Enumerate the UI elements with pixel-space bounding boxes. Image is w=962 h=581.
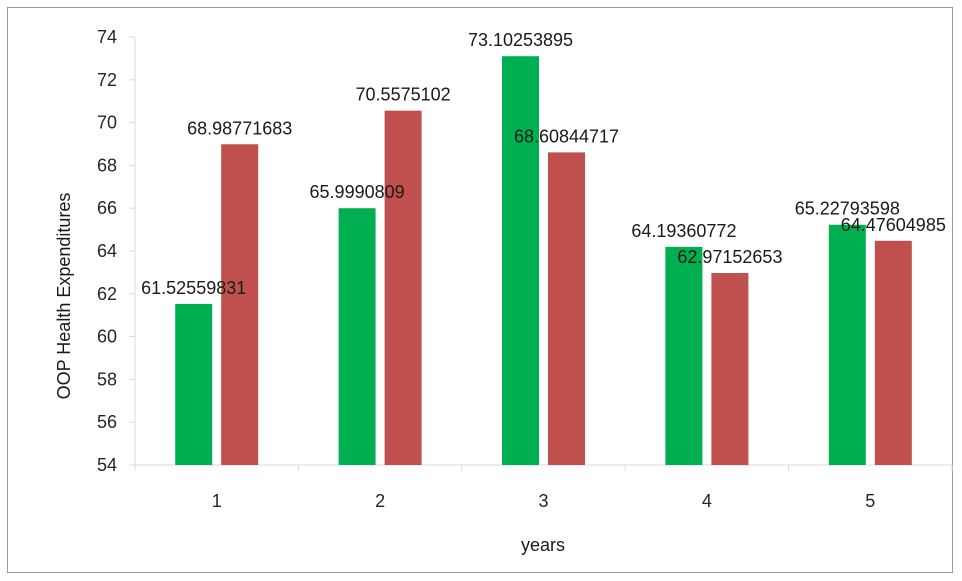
data-label: 61.52559831 — [141, 278, 246, 298]
y-tick-label: 56 — [97, 412, 117, 432]
data-label: 65.9990809 — [310, 182, 405, 202]
x-tick-label: 3 — [538, 491, 548, 511]
bar — [502, 56, 539, 466]
bars — [175, 56, 912, 466]
x-axis-title: years — [521, 535, 565, 555]
chart-frame — [7, 7, 953, 573]
y-tick-label: 66 — [97, 198, 117, 218]
x-tick-label: 5 — [865, 491, 875, 511]
bar — [338, 208, 376, 465]
bar — [665, 246, 703, 465]
bar — [548, 152, 585, 466]
y-axis: 54 56 58 60 62 64 66 68 70 72 74 — [97, 27, 136, 475]
y-tick-label: 70 — [97, 113, 117, 133]
x-tick-label: 2 — [375, 491, 385, 511]
y-axis-title: OOP Health Expenditures — [54, 193, 74, 400]
y-tick-label: 74 — [97, 27, 117, 47]
y-tick-label: 54 — [97, 455, 117, 475]
data-label: 64.19360772 — [631, 221, 736, 241]
data-labels: 61.52559831 68.98771683 65.9990809 70.55751… — [141, 30, 946, 298]
x-tick-label: 1 — [212, 491, 222, 511]
data-label: 68.98771683 — [187, 118, 292, 138]
data-label: 70.5575102 — [356, 85, 451, 105]
y-tick-label: 60 — [97, 327, 117, 347]
bar — [874, 240, 912, 465]
data-label: 73.10253895 — [468, 30, 573, 50]
y-tick-label: 62 — [97, 284, 117, 304]
data-label: 62.97152653 — [677, 247, 782, 267]
y-tick-label: 64 — [97, 241, 117, 261]
bar — [711, 273, 749, 465]
bar — [221, 144, 259, 465]
data-label: 68.60844717 — [514, 126, 619, 146]
y-tick-label: 68 — [97, 155, 117, 175]
data-label: 65.22793598 — [795, 199, 900, 219]
y-tick-label: 58 — [97, 369, 117, 389]
bar — [828, 224, 866, 465]
data-label: 64.47604985 — [841, 215, 946, 235]
bar — [175, 303, 213, 465]
x-tick-label: 4 — [702, 491, 712, 511]
y-tick-label: 72 — [97, 70, 117, 90]
bar — [384, 110, 422, 465]
x-axis: 1 2 3 4 5 — [134, 464, 953, 511]
